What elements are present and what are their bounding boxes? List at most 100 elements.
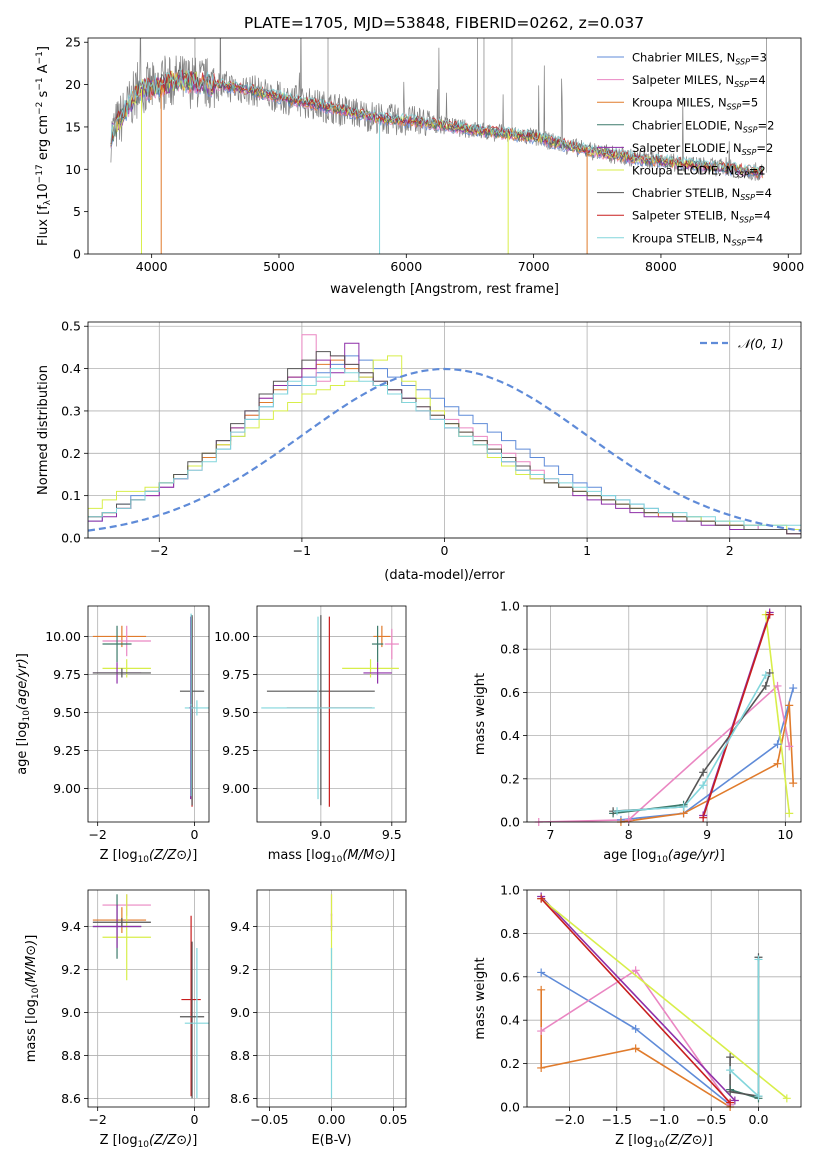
model-spectrum-kroupa-stelib bbox=[110, 68, 764, 175]
y-axis-label: Normed distribution bbox=[36, 365, 51, 495]
weight-marker bbox=[785, 742, 794, 751]
y-tick-label: 9.4 bbox=[61, 919, 81, 934]
plot-area bbox=[92, 894, 209, 1099]
weight-marker bbox=[761, 671, 770, 680]
weight-marker bbox=[613, 807, 622, 816]
y-tick-label: 0.8 bbox=[500, 642, 520, 657]
weight-line-kroupa-elodie bbox=[765, 614, 791, 814]
weight-line-kroupa-elodie bbox=[540, 898, 788, 1099]
plot-area bbox=[110, 38, 767, 254]
axes-frame bbox=[87, 889, 210, 1108]
x-tick-label: 9.0 bbox=[311, 827, 331, 842]
x-tick-label: 6000 bbox=[390, 259, 422, 274]
x-tick-label: 8 bbox=[625, 827, 633, 842]
weight-line-salpeter-stelib bbox=[702, 614, 771, 818]
x-axis-label: age [log10(age/yr)] bbox=[603, 848, 725, 865]
y-tick-label: 25 bbox=[65, 35, 81, 50]
weight-marker bbox=[537, 985, 546, 994]
y-tick-label: 0.4 bbox=[61, 361, 81, 376]
model-spectrum-salpeter-miles bbox=[110, 71, 764, 179]
plot-area bbox=[261, 615, 399, 807]
y-tick-label: 9.0 bbox=[230, 1005, 250, 1020]
x-tick-label: 7000 bbox=[518, 259, 550, 274]
legend-entry: Salpeter STELIB, NSSP=4 bbox=[632, 209, 771, 225]
weight-marker bbox=[754, 955, 763, 964]
weight-marker bbox=[754, 1092, 763, 1101]
panel-residuals: −2 −1 0 1 2 0.0 0.1 0.2 0.3 0.4 0.5 (data-model)/er… bbox=[36, 319, 802, 583]
weight-marker bbox=[699, 813, 708, 822]
axes-frame bbox=[526, 605, 802, 823]
y-tick-label: 0.0 bbox=[500, 1100, 520, 1115]
y-tick-label: 0.4 bbox=[500, 728, 520, 743]
y-axis-label: age [log10(age/yr)] bbox=[15, 653, 32, 775]
x-tick-label: 9 bbox=[703, 827, 711, 842]
x-tick-label: 8000 bbox=[645, 259, 677, 274]
x-tick-label: −2 bbox=[150, 543, 168, 558]
weight-marker bbox=[730, 1096, 739, 1105]
x-tick-label: 2 bbox=[726, 543, 734, 558]
panel-mass-vs-Z: −2 0 8.6 8.8 9.0 9.2 9.4 Z [log10(Z/Z⊙)] mass [l… bbox=[24, 889, 210, 1150]
y-axis-label: Flux [fλ10−17 erg cm−2 s−1 A−1] bbox=[35, 46, 53, 246]
weight-marker bbox=[624, 815, 633, 824]
legend-entry: 𝒩(0, 1) bbox=[738, 336, 784, 351]
weight-line-chabrier-stelib bbox=[729, 957, 760, 1098]
x-tick-label: −0.5 bbox=[696, 1112, 726, 1127]
y-tick-label: 1.0 bbox=[500, 599, 520, 614]
x-tick-label: 10 bbox=[777, 827, 793, 842]
x-tick-label: −2 bbox=[88, 1112, 106, 1127]
x-axis-label: mass [log10(M/M⊙)] bbox=[268, 848, 396, 865]
y-tick-label: 9.2 bbox=[61, 962, 81, 977]
x-tick-label: −2.0 bbox=[554, 1112, 584, 1127]
hist-chabrier-stelib bbox=[88, 351, 801, 538]
weight-marker bbox=[537, 968, 546, 977]
weight-marker bbox=[726, 1098, 735, 1107]
panel-mass-vs-ebv: −0.05 0.00 0.05 8.6 8.8 9.0 9.2 9.4 E(B-V) bbox=[230, 889, 408, 1148]
y-tick-label: 9.0 bbox=[61, 1005, 81, 1020]
y-tick-label: 1.0 bbox=[500, 883, 520, 898]
x-tick-label: 9.5 bbox=[382, 827, 402, 842]
weight-marker bbox=[773, 681, 782, 690]
axes-frame bbox=[87, 37, 802, 255]
x-axis-label: wavelength [Angstrom, rest frame] bbox=[330, 282, 559, 297]
legend-entry: Chabrier ELODIE, NSSP=2 bbox=[632, 118, 774, 134]
legend-entry: Salpeter ELODIE, NSSP=2 bbox=[632, 141, 773, 157]
y-tick-label: 15 bbox=[65, 119, 81, 134]
y-tick-label: 9.75 bbox=[53, 667, 81, 682]
y-tick-label: 20 bbox=[65, 77, 81, 92]
y-tick-label: 10 bbox=[65, 162, 81, 177]
y-tick-label: 8.8 bbox=[61, 1048, 81, 1063]
y-axis-label: mass weight bbox=[473, 673, 488, 755]
weight-marker bbox=[761, 681, 770, 690]
hist-kroupa-stelib bbox=[88, 368, 801, 538]
x-tick-label: 1 bbox=[583, 543, 591, 558]
y-tick-label: 10.00 bbox=[45, 629, 81, 644]
weight-marker bbox=[782, 1094, 791, 1103]
plot-area bbox=[538, 612, 794, 822]
weight-marker bbox=[789, 684, 798, 693]
y-tick-label: 8.6 bbox=[230, 1091, 250, 1106]
x-tick-label: −0.05 bbox=[250, 1112, 288, 1127]
weight-marker bbox=[785, 701, 794, 710]
weight-marker bbox=[537, 1027, 546, 1036]
x-axis-label: Z [log10(Z/Z⊙)] bbox=[100, 848, 198, 865]
x-tick-label: 9000 bbox=[772, 259, 804, 274]
y-tick-label: 0.2 bbox=[500, 1056, 520, 1071]
y-tick-label: 0.3 bbox=[61, 403, 81, 418]
y-tick-label: 9.75 bbox=[222, 667, 250, 682]
weight-line-salpeter-miles bbox=[538, 684, 791, 822]
axes-frame bbox=[87, 321, 802, 539]
y-axis-label: mass [log10(M/M⊙)] bbox=[24, 935, 41, 1063]
x-tick-label: −1.0 bbox=[649, 1112, 679, 1127]
y-tick-label: 0.1 bbox=[61, 488, 81, 503]
panel-weight-vs-age: 7 8 9 10 0.0 0.2 0.4 0.6 0.8 1.0 mass weight age [l… bbox=[473, 599, 802, 865]
y-tick-label: 0 bbox=[73, 247, 81, 262]
normal-curve bbox=[88, 367, 801, 532]
legend-entry: Kroupa STELIB, NSSP=4 bbox=[632, 231, 763, 247]
plot-area bbox=[88, 334, 801, 538]
weight-line-kroupa-stelib bbox=[616, 674, 767, 812]
weight-marker bbox=[773, 740, 782, 749]
weight-marker bbox=[631, 1044, 640, 1053]
y-tick-label: 0.2 bbox=[500, 771, 520, 786]
weight-marker bbox=[631, 1024, 640, 1033]
panel-spectrum: 4000 5000 6000 7000 8000 9000 0 5 10 15 20 25 wavele… bbox=[35, 35, 804, 297]
